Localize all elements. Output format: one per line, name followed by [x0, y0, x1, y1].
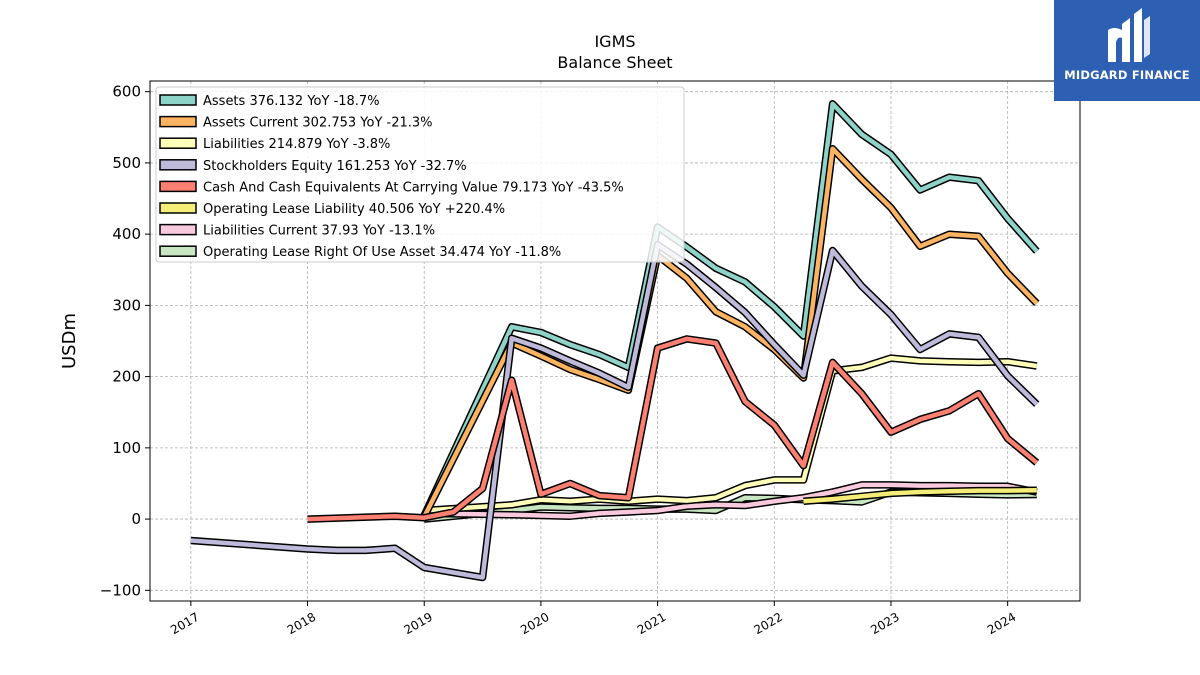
legend-entry: Liabilities 214.879 YoY -3.8% [203, 137, 390, 152]
legend-swatch [159, 159, 197, 171]
brand-name: MIDGARD FINANCE [1064, 68, 1190, 82]
y-tick-label: 600 [112, 83, 141, 101]
series-line [190, 241, 1040, 582]
legend-swatch [159, 137, 197, 149]
legend-swatch [159, 180, 197, 193]
legend: Assets 376.132 YoY -18.7% Assets Current … [155, 86, 685, 263]
legend-swatch [159, 245, 197, 257]
series-stroke [307, 336, 1039, 522]
legend-entry: Stockholders Equity 161.253 YoY -32.7% [203, 159, 467, 174]
legend-box [155, 86, 685, 263]
x-tick-label: 2017 [168, 610, 201, 637]
series-line [307, 335, 1040, 523]
series-line [424, 481, 1038, 520]
series-stroke [424, 355, 1038, 513]
series-stroke [422, 101, 1039, 517]
brand-logo: MIDGARD FINANCE [1054, 0, 1200, 101]
legend-swatch [159, 115, 197, 128]
series-stroke [422, 146, 1039, 518]
legend-entry: Assets Current 302.753 YoY -21.3% [203, 116, 433, 131]
series-line [803, 486, 1037, 506]
series-outline [190, 241, 1040, 582]
series-line [420, 100, 1040, 518]
legend-entry: Assets 376.132 YoY -18.7% [203, 94, 380, 109]
x-tick-label: 2020 [518, 610, 551, 637]
y-tick-label: 100 [112, 439, 141, 457]
legend-entry: Liabilities Current 37.93 YoY -13.1% [203, 224, 435, 239]
series-stroke [190, 242, 1039, 580]
y-tick-label: 300 [112, 296, 141, 314]
legend-entry: Cash And Cash Equivalents At Carrying Va… [203, 180, 624, 195]
y-tick-label: 400 [112, 225, 141, 243]
y-tick-label: 500 [112, 154, 141, 172]
y-tick-label: −100 [100, 581, 141, 599]
legend-swatch [159, 94, 197, 106]
legend-entry: Operating Lease Right Of Use Asset 34.47… [203, 245, 561, 260]
legend-swatch [159, 223, 197, 236]
x-tick-label: 2022 [752, 610, 785, 637]
x-tick-label: 2021 [635, 610, 668, 637]
series-stroke [424, 482, 1038, 519]
x-tick-label: 2023 [868, 610, 901, 637]
y-axis-title: USDm [59, 313, 80, 369]
x-tick-label: 2019 [401, 610, 434, 637]
series-stroke [803, 487, 1037, 504]
x-tick-label: 2024 [985, 610, 1018, 637]
y-tick-label: 0 [131, 510, 141, 528]
series-layer [190, 100, 1040, 582]
midgard-logo-icon [1108, 8, 1150, 62]
y-tick-label: 200 [112, 368, 141, 386]
legend-entry: Operating Lease Liability 40.506 YoY +22… [203, 202, 505, 217]
x-tick-label: 2018 [285, 610, 318, 637]
chart-subtitle: Balance Sheet [557, 53, 672, 72]
plot-frame [149, 80, 1081, 602]
chart-title: IGMS [594, 32, 635, 51]
series-line [423, 354, 1038, 515]
legend-swatch [159, 202, 197, 214]
series-line [420, 144, 1040, 519]
